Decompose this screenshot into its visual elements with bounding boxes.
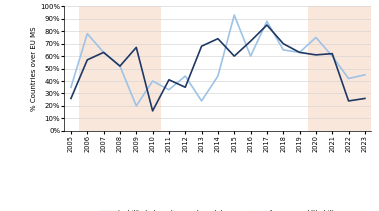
Y-axis label: % Countries over EU MS: % Countries over EU MS bbox=[31, 26, 38, 111]
Bar bbox=[308, 6, 373, 131]
Legend: Inability to keep home adequately warm, Arrears on utility bills: Inability to keep home adequately warm, … bbox=[97, 207, 338, 211]
Bar bbox=[79, 6, 161, 131]
